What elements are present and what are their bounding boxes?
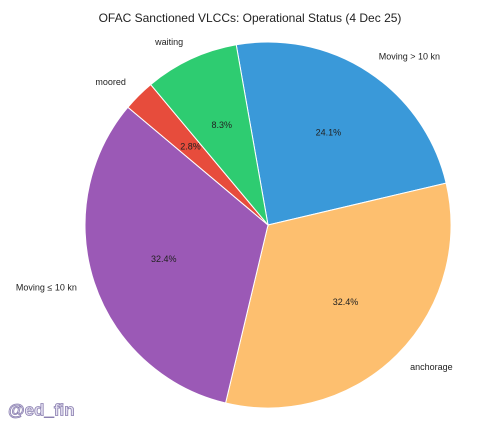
percent-label: 2.8% <box>180 142 201 152</box>
slice-label: anchorage <box>410 362 453 372</box>
pie-slice <box>149 44 269 227</box>
slice-label: waiting <box>154 37 183 47</box>
percent-label: 8.3% <box>211 120 232 130</box>
percent-label: 32.4% <box>151 254 177 264</box>
slice-label: Moving > 10 kn <box>379 51 440 61</box>
pie-slice <box>235 41 447 226</box>
pie-slice <box>84 106 269 404</box>
percent-label: 24.1% <box>316 128 342 138</box>
slice-label: moored <box>95 77 126 87</box>
slice-label: Moving ≤ 10 kn <box>16 283 77 293</box>
chart-title: OFAC Sanctioned VLCCs: Operational Statu… <box>99 11 402 25</box>
percent-label: 32.4% <box>333 297 359 307</box>
watermark: @ed_fin <box>8 400 75 419</box>
pie-slice <box>224 182 452 409</box>
